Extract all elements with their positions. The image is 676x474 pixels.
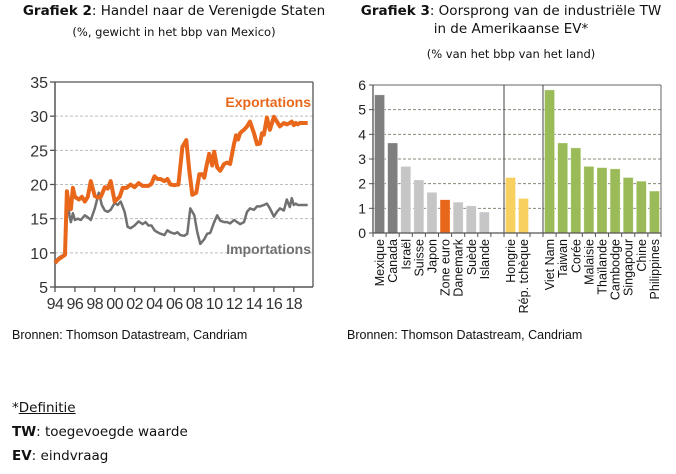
bar bbox=[374, 94, 385, 234]
definition-label: Definitie bbox=[18, 400, 76, 416]
bar bbox=[452, 201, 464, 234]
definition-ev: EV: eindvraag bbox=[12, 444, 188, 468]
x-category-label: Chine bbox=[635, 239, 649, 272]
x-tick-label: 00 bbox=[106, 296, 123, 313]
x-tick-label: 08 bbox=[186, 296, 203, 313]
y-tick-label: 3 bbox=[358, 151, 366, 167]
x-category-label: Danemark bbox=[452, 238, 466, 296]
bar bbox=[387, 142, 398, 234]
y-tick-label: 15 bbox=[30, 212, 48, 229]
y-tick-label: 30 bbox=[30, 109, 48, 126]
x-tick-label: 04 bbox=[146, 296, 163, 313]
bar bbox=[465, 205, 477, 234]
bar bbox=[596, 167, 608, 234]
x-category-label: Canada bbox=[386, 239, 400, 283]
x-category-label: Viet Nam bbox=[543, 239, 557, 290]
x-category-label: Israël bbox=[399, 239, 413, 270]
ev-text: : eindvraag bbox=[31, 448, 109, 464]
x-category-label: Malaisie bbox=[582, 239, 596, 285]
bar bbox=[609, 168, 621, 234]
x-category-label: Suisse bbox=[412, 239, 426, 277]
chart3-subtitle: (% van het bbp van het land) bbox=[426, 47, 596, 61]
bar bbox=[479, 211, 490, 234]
chart2-title-rest: : Handel naar de Verenigde Staten bbox=[91, 3, 326, 19]
chart3-title: Grafiek 3: Oorsprong van de industriële … bbox=[346, 2, 676, 38]
y-tick-label: 5 bbox=[358, 102, 366, 118]
definition-tw: TW: toegevoegde waarde bbox=[12, 420, 188, 444]
bar bbox=[426, 192, 438, 234]
x-tick-label: 10 bbox=[206, 296, 223, 313]
x-category-label: Taiwan bbox=[556, 239, 570, 278]
chart2-title: Grafiek 2: Handel naar de Verenigde Stat… bbox=[8, 2, 340, 20]
x-category-label: Hongrie bbox=[504, 239, 518, 283]
exports-line bbox=[53, 114, 308, 265]
bar bbox=[439, 199, 451, 234]
exports-label: Exportations bbox=[225, 94, 311, 110]
x-tick-label: 96 bbox=[67, 296, 84, 313]
y-tick-label: 1 bbox=[358, 200, 366, 216]
y-tick-label: 0 bbox=[358, 225, 366, 241]
x-category-label: Thaïlande bbox=[596, 239, 610, 295]
chart2-subtitle: (%, gewicht in het bbp van Mexico) bbox=[72, 25, 276, 39]
y-tick-label: 6 bbox=[358, 77, 366, 93]
bar bbox=[570, 147, 582, 234]
x-category-label: Corée bbox=[569, 239, 583, 273]
bar bbox=[557, 142, 568, 234]
chart3-source: Bronnen: Thomson Datastream, Candriam bbox=[347, 328, 583, 342]
imports-label: Importations bbox=[226, 241, 311, 257]
y-tick-label: 4 bbox=[358, 126, 366, 142]
y-tick-label: 25 bbox=[30, 143, 48, 160]
ev-abbr: EV bbox=[12, 448, 32, 464]
x-category-label: Islande bbox=[478, 239, 492, 279]
bar bbox=[583, 166, 595, 234]
x-tick-label: 06 bbox=[166, 296, 183, 313]
tw-abbr: TW bbox=[12, 424, 37, 440]
x-category-label: Suède bbox=[465, 239, 479, 275]
bar bbox=[518, 198, 529, 234]
x-tick-label: 12 bbox=[226, 296, 243, 313]
bar bbox=[649, 190, 660, 234]
bar bbox=[544, 89, 555, 234]
x-category-label: Philippines bbox=[648, 239, 662, 299]
x-category-label: Singapour bbox=[622, 239, 636, 296]
definitions-notes: *Definitie TW: toegevoegde waarde EV: ei… bbox=[12, 396, 188, 468]
y-tick-label: 10 bbox=[30, 246, 48, 263]
bar bbox=[400, 166, 412, 234]
chart3-title-line2: in de Amerikaanse EV* bbox=[433, 21, 589, 37]
x-tick-label: 02 bbox=[126, 296, 143, 313]
chart2-source: Bronnen: Thomson Datastream, Candriam bbox=[12, 328, 248, 342]
x-category-label: Zone euro bbox=[439, 239, 453, 296]
chart3-title-rest: : Oorsprong van de industriële TW bbox=[429, 3, 662, 19]
bar bbox=[636, 180, 647, 234]
x-tick-label: 18 bbox=[285, 296, 302, 313]
y-tick-label: 5 bbox=[39, 280, 48, 297]
x-tick-label: 94 bbox=[47, 296, 64, 313]
value-added-bar-chart: Mexique Canada Israël Suisse Japon Zone euro D… bbox=[358, 77, 662, 313]
x-tick-label: 14 bbox=[246, 296, 263, 313]
chart2-title-bold: Grafiek 2 bbox=[22, 3, 92, 19]
y-tick-label: 20 bbox=[30, 178, 48, 195]
x-category-label: Rép. tchèque bbox=[517, 239, 531, 313]
y-tick-label: 2 bbox=[358, 176, 366, 192]
y-tick-label: 35 bbox=[30, 75, 48, 92]
bar bbox=[413, 179, 425, 234]
x-tick-label: 98 bbox=[86, 296, 103, 313]
tw-text: : toegevoegde waarde bbox=[36, 424, 188, 440]
definition-heading: *Definitie bbox=[12, 396, 188, 420]
asterisk: * bbox=[12, 400, 19, 416]
bar bbox=[622, 177, 634, 234]
x-category-label: Cambodge bbox=[609, 239, 623, 300]
x-tick-label: 16 bbox=[266, 296, 283, 313]
chart3-title-bold: Grafiek 3 bbox=[360, 3, 430, 19]
imports-line bbox=[53, 190, 308, 264]
x-category-label: Japon bbox=[425, 239, 439, 273]
x-category-label: Mexique bbox=[373, 239, 387, 286]
bar bbox=[505, 177, 516, 234]
